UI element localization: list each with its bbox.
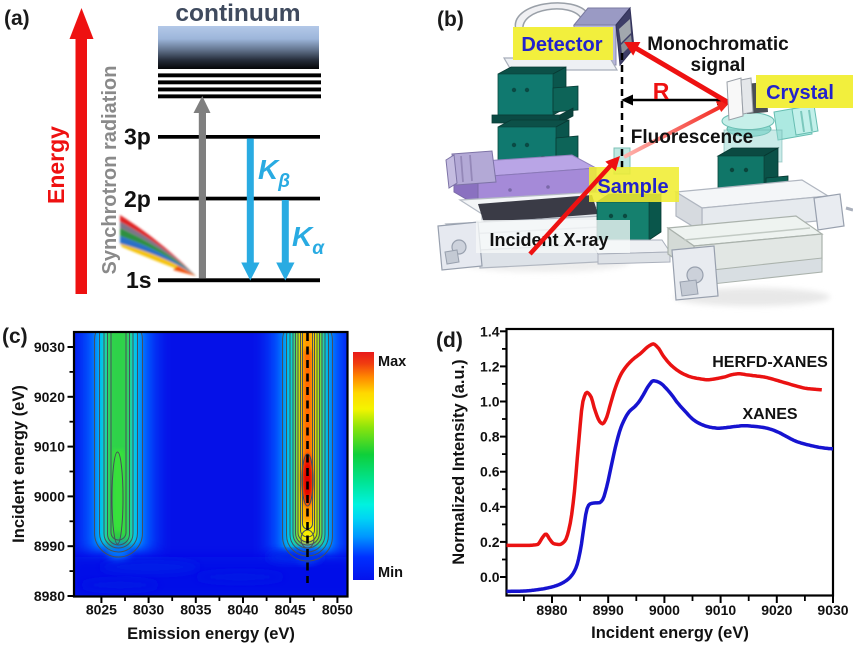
svg-text:9010: 9010 [34, 439, 65, 455]
svg-text:8980: 8980 [536, 602, 567, 618]
svg-text:9030: 9030 [34, 339, 65, 355]
svg-text:0.8: 0.8 [480, 429, 500, 445]
svg-text:9020: 9020 [34, 389, 65, 405]
svg-text:Sample: Sample [597, 176, 668, 198]
svg-text:3p: 3p [124, 124, 151, 150]
svg-text:XANES: XANES [742, 406, 797, 423]
svg-text:2p: 2p [124, 186, 151, 212]
svg-text:Incident X-ray: Incident X-ray [489, 230, 608, 250]
svg-text:Min: Min [378, 565, 403, 581]
svg-text:8990: 8990 [34, 538, 65, 554]
svg-text:1.0: 1.0 [480, 394, 500, 410]
svg-text:9030: 9030 [817, 602, 848, 618]
svg-text:signal: signal [691, 55, 746, 76]
svg-text:HERFD-XANES: HERFD-XANES [712, 354, 828, 371]
svg-text:Incident energy (eV): Incident energy (eV) [10, 385, 28, 543]
svg-text:(c): (c) [2, 325, 28, 348]
svg-text:9020: 9020 [761, 602, 792, 618]
svg-text:Fluorescence: Fluorescence [631, 127, 754, 148]
svg-text:0.2: 0.2 [480, 534, 500, 550]
svg-text:continuum: continuum [175, 0, 300, 27]
svg-text:Detector: Detector [521, 34, 602, 56]
svg-text:Synchrotron radiation: Synchrotron radiation [99, 66, 121, 275]
svg-text:1.4: 1.4 [480, 323, 500, 339]
svg-text:Crystal: Crystal [766, 82, 834, 104]
svg-text:1s: 1s [126, 267, 152, 293]
svg-text:1.2: 1.2 [480, 358, 500, 374]
svg-text:8990: 8990 [593, 602, 624, 618]
svg-text:(b): (b) [437, 8, 464, 31]
svg-text:R: R [653, 78, 670, 104]
svg-text:Normalized Intensity (a.u.): Normalized Intensity (a.u.) [450, 359, 468, 564]
svg-text:8045: 8045 [275, 602, 306, 618]
svg-text:(d): (d) [436, 329, 463, 352]
svg-text:Energy: Energy [43, 126, 69, 204]
svg-text:0.0: 0.0 [480, 569, 500, 585]
svg-text:9000: 9000 [649, 602, 680, 618]
svg-text:Max: Max [378, 354, 406, 370]
svg-text:9000: 9000 [34, 488, 65, 504]
svg-text:8035: 8035 [180, 602, 211, 618]
svg-text:(a): (a) [4, 7, 30, 30]
svg-text:9010: 9010 [705, 602, 736, 618]
svg-text:8025: 8025 [86, 602, 117, 618]
svg-text:8050: 8050 [322, 602, 353, 618]
svg-text:Monochromatic: Monochromatic [647, 34, 789, 55]
svg-text:8030: 8030 [133, 602, 164, 618]
svg-text:0.4: 0.4 [480, 499, 500, 515]
svg-text:8980: 8980 [34, 588, 65, 604]
svg-text:8040: 8040 [227, 602, 258, 618]
svg-text:Incident energy (eV): Incident energy (eV) [591, 624, 749, 642]
svg-text:Emission energy (eV): Emission energy (eV) [127, 625, 295, 643]
svg-text:0.6: 0.6 [480, 464, 500, 480]
